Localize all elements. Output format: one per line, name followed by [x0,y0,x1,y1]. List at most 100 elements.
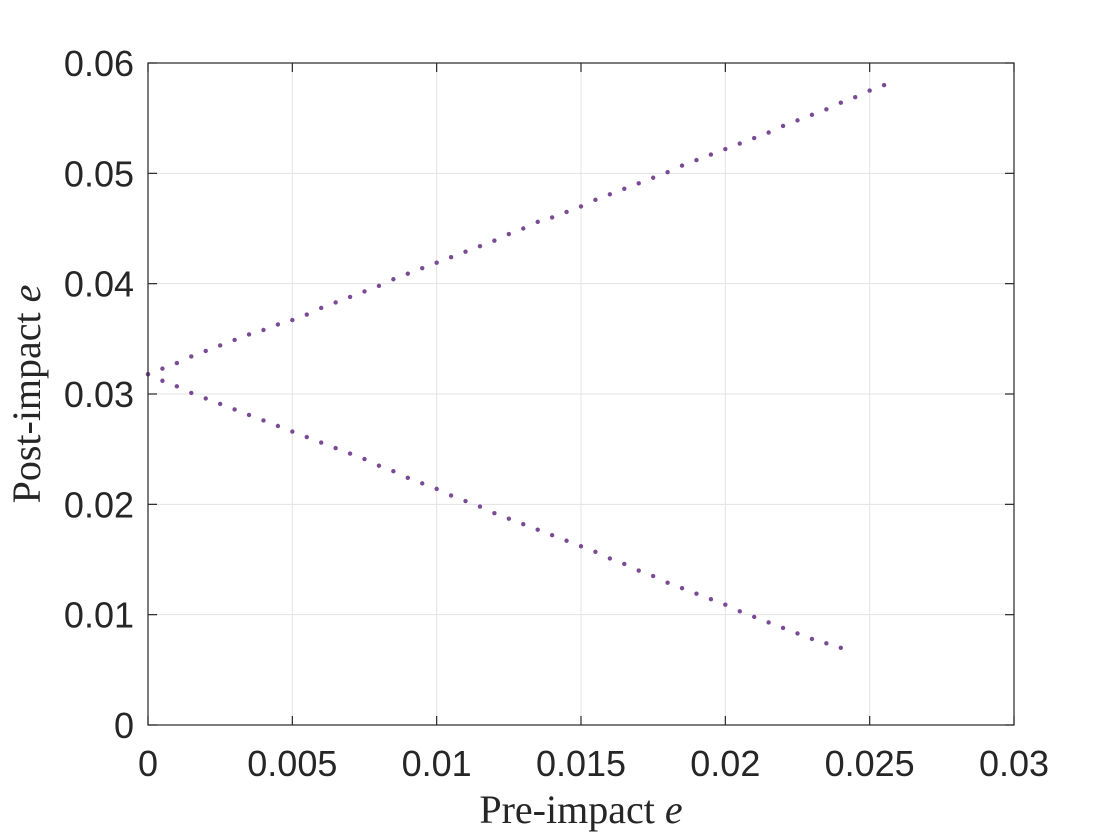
data-point [420,266,425,271]
data-point [679,163,685,168]
data-point [795,631,800,636]
data-point [463,498,468,504]
y-tick-labels: 0 0.01 0.02 0.03 0.04 0.05 0.06 [64,43,134,746]
data-point [174,360,180,366]
y-tick-label: 0.05 [64,153,134,194]
data-point [174,384,180,389]
data-point [607,556,613,561]
data-point [189,354,194,359]
data-point [319,440,324,445]
data-point [636,181,641,186]
y-axis-label: Post-impact e [4,285,49,504]
data-point [535,527,540,532]
data-point [217,343,223,348]
data-point [838,100,843,105]
data-point [780,625,786,631]
data-point [650,175,656,180]
y-tick-label: 0.03 [64,374,134,415]
data-point [752,135,757,141]
data-point [622,186,627,191]
data-point [578,204,584,209]
data-point [304,434,309,440]
data-point [824,641,829,646]
data-point [203,348,208,354]
data-point [665,170,670,175]
data-point [593,549,598,554]
data-point [809,636,815,642]
y-tick-label: 0.04 [64,264,134,305]
data-point [708,597,714,602]
y-tick-label: 0.06 [64,43,134,84]
axis-ticks [147,62,1015,726]
data-point [506,516,512,521]
data-point [261,327,266,333]
data-point [593,197,598,203]
x-tick-label: 0 [138,743,158,784]
data-point [607,192,613,197]
data-point [578,544,584,549]
data-point [391,277,396,282]
data-point [867,88,872,93]
data-point [564,538,569,543]
data-point [376,463,382,468]
data-point [246,332,252,337]
data-point [290,317,295,323]
data-point [650,573,656,579]
data-point [636,568,641,573]
data-point [448,254,454,260]
data-point [463,249,468,254]
data-point [160,378,165,383]
data-point [261,418,266,423]
data-point [347,294,353,300]
data-point [391,469,396,474]
data-point [708,152,714,157]
data-point [275,423,281,429]
data-point [448,493,454,498]
data-point [434,260,439,265]
data-point [766,620,771,625]
data-point [838,645,843,650]
data-point [549,215,555,220]
data-point [723,146,728,152]
data-point [492,238,497,243]
data-point [319,305,324,311]
x-axis-label: Pre-impact e [479,787,682,832]
x-tick-labels: 0 0.005 0.01 0.015 0.02 0.025 0.03 [138,743,1049,784]
data-point [246,412,252,418]
x-tick-label: 0.015 [536,743,626,784]
data-point [766,130,771,135]
data-point [203,396,208,401]
y-tick-label: 0.02 [64,484,134,525]
data-point [521,521,526,527]
x-tick-label: 0.01 [402,743,472,784]
data-point [737,609,742,614]
data-point [780,123,786,129]
data-point [347,451,353,456]
data-point [694,591,699,596]
x-tick-label: 0.03 [979,743,1049,784]
data-point [217,401,223,407]
y-tick-label: 0.01 [64,595,134,636]
data-point [333,445,338,451]
data-point [434,486,439,492]
data-point [232,337,237,343]
data-point [665,580,670,585]
data-points [145,82,887,650]
data-point [376,283,382,289]
data-point [362,456,367,462]
data-point [405,271,410,276]
data-point [809,112,815,118]
data-point [549,533,555,538]
data-point [622,561,627,567]
grid-lines [148,63,1014,725]
data-point [824,107,829,112]
data-point [535,219,540,225]
data-point [679,585,685,591]
data-point [752,614,757,620]
data-point [477,504,483,509]
x-tick-label: 0.005 [247,743,337,784]
data-point [564,209,569,215]
data-point [232,407,237,412]
y-tick-label: 0 [114,705,134,746]
data-point [521,226,526,231]
